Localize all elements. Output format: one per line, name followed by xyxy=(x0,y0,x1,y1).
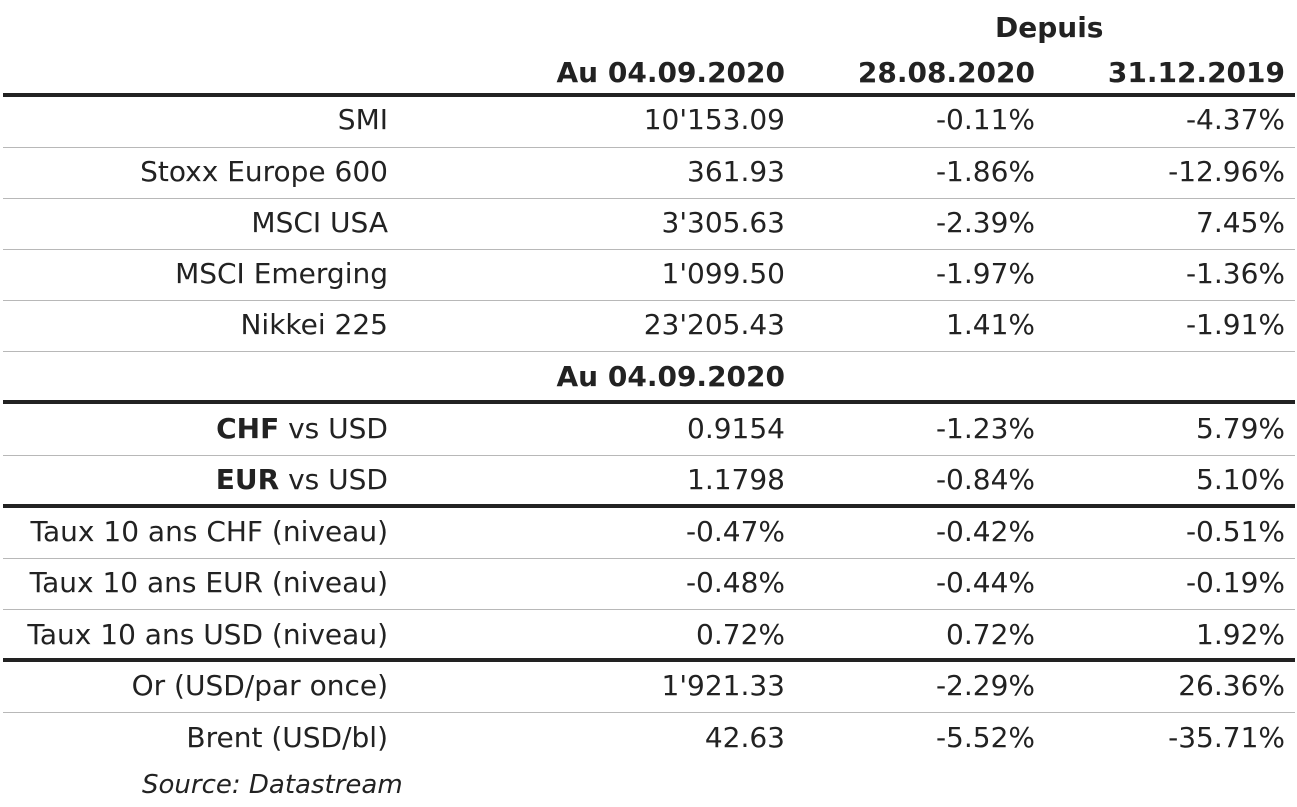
row-label: Taux 10 ans EUR (niveau) xyxy=(29,566,388,599)
row-divider xyxy=(3,249,1295,250)
column-header-week: 28.08.2020 xyxy=(857,56,1035,89)
row-value: 23'205.43 xyxy=(643,308,785,341)
row-value: 361.93 xyxy=(687,155,785,188)
row-ytd-change: -1.91% xyxy=(1185,308,1285,341)
section-rule xyxy=(3,504,1295,508)
row-value: 0.9154 xyxy=(687,412,785,445)
row-label: MSCI USA xyxy=(251,206,388,239)
row-divider xyxy=(3,198,1295,199)
currency-pair-rest: vs USD xyxy=(279,412,388,445)
row-label: Stoxx Europe 600 xyxy=(140,155,388,188)
row-divider xyxy=(3,351,1295,352)
row-ytd-change: -35.71% xyxy=(1168,721,1285,754)
row-ytd-change: -12.96% xyxy=(1168,155,1285,188)
currency-code: EUR xyxy=(215,463,280,496)
row-label: Taux 10 ans USD (niveau) xyxy=(27,618,388,651)
row-value: 1'099.50 xyxy=(661,257,785,290)
row-divider xyxy=(3,455,1295,456)
row-label: EUR vs USD xyxy=(216,463,388,497)
row-divider xyxy=(3,300,1295,301)
subheader-current: Au 04.09.2020 xyxy=(556,360,785,393)
row-value: 42.63 xyxy=(704,721,785,754)
row-week-change: -1.86% xyxy=(935,155,1035,188)
section-rule xyxy=(3,400,1295,404)
row-week-change: -1.23% xyxy=(935,412,1035,445)
row-label: MSCI Emerging xyxy=(175,257,388,290)
row-ytd-change: -1.36% xyxy=(1185,257,1285,290)
row-value: -0.47% xyxy=(685,515,785,548)
depuis-header: Depuis xyxy=(995,11,1104,44)
row-label: Or (USD/par once) xyxy=(131,669,388,702)
row-week-change: -0.11% xyxy=(935,103,1035,136)
currency-code: CHF xyxy=(216,412,280,445)
row-ytd-change: 7.45% xyxy=(1196,206,1285,239)
row-value: 1'921.33 xyxy=(661,669,785,702)
row-label: Taux 10 ans CHF (niveau) xyxy=(30,515,388,548)
row-week-change: -2.29% xyxy=(935,669,1035,702)
row-week-change: -2.39% xyxy=(935,206,1035,239)
row-value: 1.1798 xyxy=(687,463,785,496)
section-rule xyxy=(3,658,1295,662)
row-label: Nikkei 225 xyxy=(240,308,388,341)
row-week-change: -1.97% xyxy=(935,257,1035,290)
source-note: Source: Datastream xyxy=(142,770,403,800)
row-divider xyxy=(3,558,1295,559)
row-ytd-change: -0.51% xyxy=(1185,515,1285,548)
row-week-change: 0.72% xyxy=(946,618,1035,651)
row-week-change: 1.41% xyxy=(946,308,1035,341)
row-divider xyxy=(3,609,1295,610)
row-week-change: -0.42% xyxy=(935,515,1035,548)
row-value: 10'153.09 xyxy=(643,103,785,136)
row-value: -0.48% xyxy=(685,566,785,599)
column-header-current: Au 04.09.2020 xyxy=(556,56,785,89)
row-week-change: -0.44% xyxy=(935,566,1035,599)
row-value: 0.72% xyxy=(696,618,785,651)
header-rule xyxy=(3,93,1295,97)
row-ytd-change: 5.10% xyxy=(1196,463,1285,496)
row-label: SMI xyxy=(337,103,388,136)
currency-pair-rest: vs USD xyxy=(279,463,388,496)
row-ytd-change: -4.37% xyxy=(1185,103,1285,136)
column-header-ytd: 31.12.2019 xyxy=(1107,56,1285,89)
row-label: CHF vs USD xyxy=(216,412,388,446)
row-divider xyxy=(3,712,1295,713)
row-week-change: -5.52% xyxy=(935,721,1035,754)
row-ytd-change: 5.79% xyxy=(1196,412,1285,445)
row-week-change: -0.84% xyxy=(935,463,1035,496)
row-divider xyxy=(3,147,1295,148)
row-ytd-change: -0.19% xyxy=(1185,566,1285,599)
row-value: 3'305.63 xyxy=(661,206,785,239)
row-label: Brent (USD/bl) xyxy=(186,721,388,754)
row-ytd-change: 1.92% xyxy=(1196,618,1285,651)
row-ytd-change: 26.36% xyxy=(1178,669,1285,702)
